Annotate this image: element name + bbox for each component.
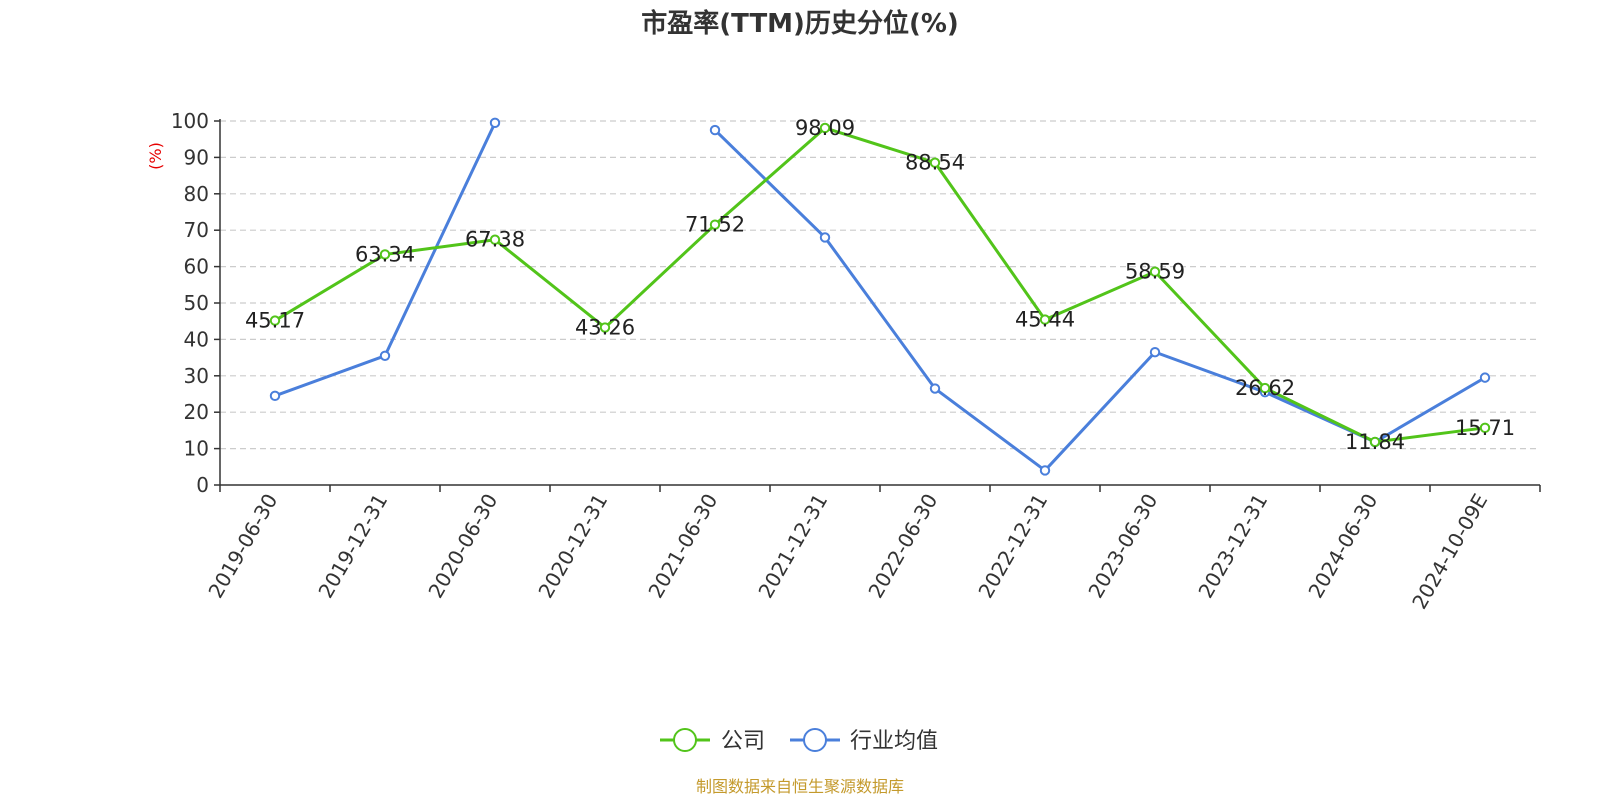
- data-label: 98.09: [795, 116, 855, 140]
- legend-item-1[interactable]: 行业均值: [790, 728, 938, 754]
- legend-label: 行业均值: [850, 729, 938, 754]
- y-tick-label: 40: [184, 327, 209, 351]
- data-point[interactable]: [819, 122, 831, 134]
- data-point[interactable]: [929, 383, 941, 394]
- data-point[interactable]: [1369, 436, 1381, 448]
- y-tick-label: 80: [184, 182, 209, 206]
- y-tick-label: 50: [184, 291, 209, 315]
- x-tick-label: 2022-12-31: [973, 490, 1052, 603]
- data-point[interactable]: [1149, 346, 1161, 358]
- data-point[interactable]: [819, 232, 831, 243]
- source-note: 制图数据来自恒生聚源数据库: [696, 777, 904, 796]
- data-point[interactable]: [269, 315, 281, 326]
- series-line: [713, 129, 1486, 472]
- data-point[interactable]: [599, 322, 611, 333]
- series-1: [269, 117, 1491, 476]
- chart-title: 市盈率(TTM)历史分位(%): [641, 8, 959, 39]
- x-tick-label: 2022-06-30: [863, 490, 942, 603]
- data-label: 43.26: [575, 316, 635, 340]
- data-point[interactable]: [379, 249, 391, 260]
- y-tick-label: 20: [184, 400, 209, 424]
- gridlines: [220, 120, 1540, 450]
- data-point[interactable]: [709, 219, 721, 230]
- y-axis-unit-label: (%): [146, 142, 165, 170]
- y-tick-label: 100: [171, 109, 209, 133]
- data-point[interactable]: [1259, 382, 1271, 394]
- x-tick-label: 2019-12-31: [313, 490, 392, 603]
- data-label: 11.84: [1345, 430, 1405, 454]
- data-point[interactable]: [1479, 372, 1491, 383]
- series-0: [269, 122, 1491, 448]
- data-label: 63.34: [355, 242, 415, 266]
- x-tick-label: 2021-06-30: [643, 490, 722, 603]
- x-tick-label: 2024-10-09E: [1407, 490, 1492, 614]
- x-tick-label: 2020-12-31: [533, 490, 612, 603]
- data-label: 58.59: [1125, 260, 1185, 284]
- series-line: [274, 126, 1486, 444]
- data-point[interactable]: [1479, 422, 1491, 434]
- axes: 0 10 20 30 40 50 60 70 80 90 100 2019-06-30 2019-12-…: [171, 109, 1541, 614]
- x-tick-label: 2024-06-30: [1303, 490, 1382, 603]
- x-tick-label: 2019-06-30: [203, 490, 282, 603]
- data-point[interactable]: [709, 124, 721, 136]
- series-layer: [269, 117, 1491, 476]
- data-label: 45.17: [245, 309, 305, 333]
- data-point[interactable]: [379, 350, 391, 361]
- data-label: 71.52: [685, 213, 745, 237]
- data-point[interactable]: [1039, 314, 1051, 325]
- data-point[interactable]: [269, 390, 281, 402]
- y-tick-label: 0: [196, 473, 209, 497]
- data-label: 15.71: [1455, 416, 1515, 440]
- data-point[interactable]: [1039, 465, 1051, 476]
- legend-marker: [803, 728, 827, 752]
- data-point[interactable]: [929, 157, 941, 168]
- y-tick-label: 60: [184, 255, 209, 279]
- data-label: 45.44: [1015, 308, 1075, 332]
- x-tick-label: 2023-06-30: [1083, 490, 1162, 603]
- data-label: 26.62: [1235, 376, 1295, 400]
- y-tick-label: 90: [184, 145, 209, 169]
- x-tick-label: 2023-12-31: [1193, 490, 1272, 603]
- legend-label: 公司: [721, 729, 765, 754]
- data-point[interactable]: [489, 234, 501, 245]
- y-tick-label: 70: [184, 218, 209, 242]
- y-tick-label: 30: [184, 364, 209, 388]
- y-tick-label: 10: [184, 437, 209, 461]
- legend[interactable]: 公司 行业均值: [660, 728, 938, 754]
- data-label: 67.38: [465, 228, 525, 252]
- data-label: 88.54: [905, 151, 965, 175]
- data-point[interactable]: [1149, 266, 1161, 277]
- x-tick-label: 2021-12-31: [753, 490, 832, 603]
- x-tick-label: 2020-06-30: [423, 490, 502, 603]
- legend-item-0[interactable]: 公司: [660, 728, 765, 754]
- data-point[interactable]: [489, 117, 501, 129]
- data-labels: 45.17 63.34 67.38 43.26 71.52 98.09 88.54 45.44…: [245, 116, 1515, 454]
- legend-marker: [673, 728, 697, 752]
